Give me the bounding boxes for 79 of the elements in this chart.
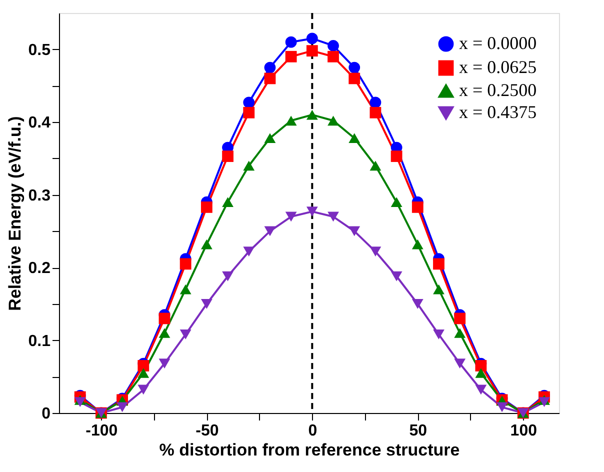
point: [264, 62, 276, 74]
point: [180, 258, 192, 270]
y-tick-label: 0.2: [28, 260, 51, 278]
legend-label: x = 0.0000: [459, 33, 537, 53]
point: [370, 106, 382, 118]
point: [200, 201, 212, 213]
point: [264, 226, 276, 236]
point: [390, 197, 402, 208]
point: [496, 402, 508, 412]
point: [454, 312, 466, 324]
point: [138, 360, 150, 372]
y-tick-label: 0.1: [28, 332, 51, 350]
point: [306, 32, 318, 44]
point: [328, 40, 339, 52]
point: [328, 50, 339, 62]
point: [348, 62, 360, 74]
legend-label: x = 0.2500: [459, 80, 537, 100]
y-tick-label: 0.3: [28, 187, 51, 204]
x-tick-label: -100: [86, 422, 118, 440]
point: [264, 133, 276, 144]
point: [138, 384, 150, 395]
point: [222, 271, 234, 282]
point: [348, 226, 360, 236]
point: [348, 72, 360, 84]
point: [475, 360, 487, 372]
point: [285, 116, 297, 126]
point: [538, 397, 550, 408]
point: [158, 328, 170, 338]
point: [433, 330, 444, 340]
x-tick-label: 0: [308, 422, 318, 440]
point: [412, 201, 424, 213]
y-tick-label: 0: [42, 406, 51, 422]
point: [222, 150, 234, 162]
point: [370, 160, 382, 171]
point: [222, 197, 234, 208]
point: [74, 397, 86, 408]
point: [348, 133, 360, 144]
point: [306, 110, 318, 120]
point: [454, 328, 466, 338]
point: [243, 246, 255, 256]
point: [243, 160, 255, 171]
x-tick-label: 100: [510, 422, 538, 440]
legend-label: x = 0.4375: [459, 102, 537, 122]
point: [158, 312, 170, 324]
x-tick-label: 50: [409, 422, 428, 440]
point: [200, 239, 212, 250]
point: [285, 212, 297, 222]
point: [306, 45, 318, 57]
x-tick-label: -50: [196, 422, 219, 440]
point: [475, 384, 487, 395]
y-axis-title: Relative Energy (eV/f.u.): [5, 116, 24, 311]
legend-label: x = 0.0625: [459, 57, 537, 77]
point: [264, 72, 276, 84]
y-tick-label: 0.5: [28, 42, 51, 59]
point: [138, 368, 150, 378]
point: [454, 358, 466, 368]
point: [390, 150, 402, 162]
point: [328, 116, 339, 126]
point: [412, 239, 424, 250]
point: [370, 246, 382, 256]
point: [180, 284, 192, 294]
point: [390, 271, 402, 282]
point: [475, 368, 487, 378]
point: [243, 96, 255, 108]
point: [412, 298, 424, 309]
point: [370, 96, 382, 108]
point: [200, 298, 212, 309]
point: [433, 284, 444, 294]
point: [433, 258, 444, 270]
point: [243, 106, 255, 118]
y-tick-label: 0.4: [28, 114, 51, 132]
point: [285, 50, 297, 62]
point: [306, 206, 318, 216]
x-axis-title: % distortion from reference structure: [159, 440, 460, 460]
point: [158, 358, 170, 368]
point: [285, 36, 297, 48]
point: [116, 402, 128, 412]
point: [328, 212, 339, 222]
point: [180, 330, 192, 340]
